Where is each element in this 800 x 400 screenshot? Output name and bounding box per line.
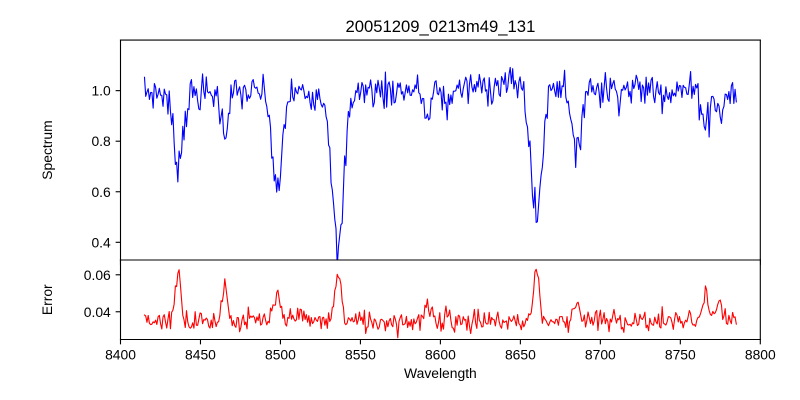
svg-text:8800: 8800 — [745, 346, 776, 362]
svg-text:Wavelength: Wavelength — [404, 365, 477, 381]
svg-text:8400: 8400 — [105, 346, 136, 362]
svg-text:8600: 8600 — [425, 346, 456, 362]
svg-text:0.04: 0.04 — [84, 304, 111, 320]
svg-text:8750: 8750 — [665, 346, 696, 362]
svg-text:8500: 8500 — [265, 346, 296, 362]
svg-text:Spectrum: Spectrum — [39, 120, 55, 179]
svg-text:0.06: 0.06 — [84, 267, 111, 283]
svg-text:8700: 8700 — [585, 346, 616, 362]
svg-text:0.6: 0.6 — [91, 184, 111, 200]
svg-text:8650: 8650 — [505, 346, 536, 362]
svg-text:20051209_0213m49_131: 20051209_0213m49_131 — [345, 17, 535, 36]
svg-text:8450: 8450 — [185, 346, 216, 362]
svg-text:1.0: 1.0 — [91, 83, 111, 99]
svg-text:Error: Error — [39, 284, 55, 315]
svg-text:8550: 8550 — [345, 346, 376, 362]
svg-text:0.8: 0.8 — [91, 133, 111, 149]
svg-text:0.4: 0.4 — [91, 234, 111, 250]
